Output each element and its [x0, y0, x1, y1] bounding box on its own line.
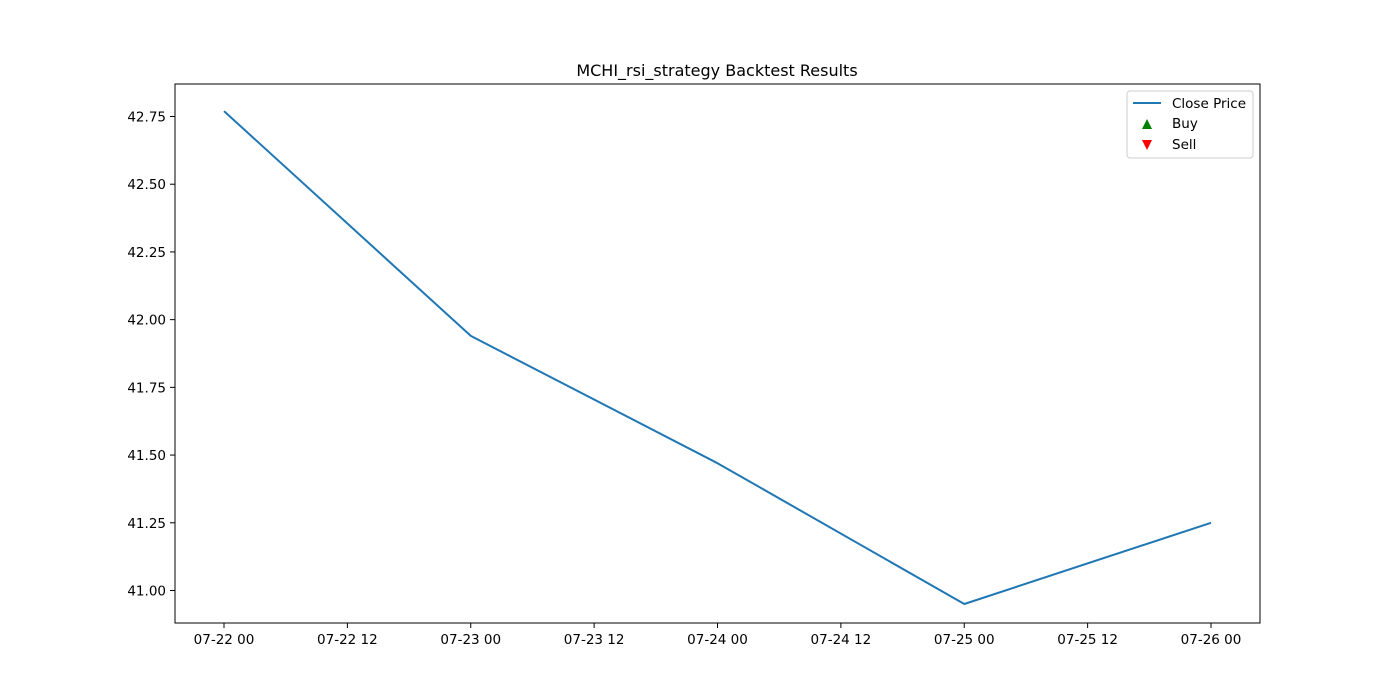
- plot-frame: [174, 83, 1261, 624]
- x-tick-label: 07-25 12: [1057, 632, 1118, 648]
- legend-sell-marker: [1142, 140, 1152, 150]
- x-tick-label: 07-23 00: [440, 632, 501, 648]
- x-tick-label: 07-22 00: [194, 632, 255, 648]
- x-tick-label: 07-25 00: [934, 632, 995, 648]
- axis-ticks: 07-22 00 07-22 12 07-23 00 07-23 12 07-24 00…: [127, 110, 1241, 648]
- x-tick-label: 07-26 00: [1181, 632, 1242, 648]
- y-tick-label: 42.75: [127, 110, 166, 126]
- legend-box: [1126, 90, 1254, 159]
- x-tick-label: 07-22 12: [317, 632, 378, 648]
- y-tick-label: 41.00: [127, 583, 166, 599]
- y-tick-label: 41.75: [127, 380, 166, 396]
- x-tick-label: 07-24 12: [811, 632, 872, 648]
- y-tick-label: 42.25: [127, 245, 166, 261]
- x-tick-label: 07-23 12: [564, 632, 625, 648]
- y-tick-label: 41.25: [127, 516, 166, 532]
- x-tick-label: 07-24 00: [687, 632, 748, 648]
- y-tick-label: 42.50: [127, 177, 166, 193]
- series-line-close-price: [223, 110, 1212, 605]
- y-tick-label: 41.50: [127, 448, 166, 464]
- legend-label-close-price: Close Price: [1172, 96, 1246, 112]
- chart-title: MCHI_rsi_strategy Backtest Results: [576, 61, 857, 81]
- legend-label-sell: Sell: [1172, 137, 1196, 153]
- legend: Close Price Buy Sell: [1126, 90, 1254, 159]
- legend-buy-marker: [1142, 119, 1152, 129]
- legend-label-buy: Buy: [1172, 116, 1198, 132]
- series-lines: [223, 110, 1212, 605]
- y-tick-label: 42.00: [127, 313, 166, 329]
